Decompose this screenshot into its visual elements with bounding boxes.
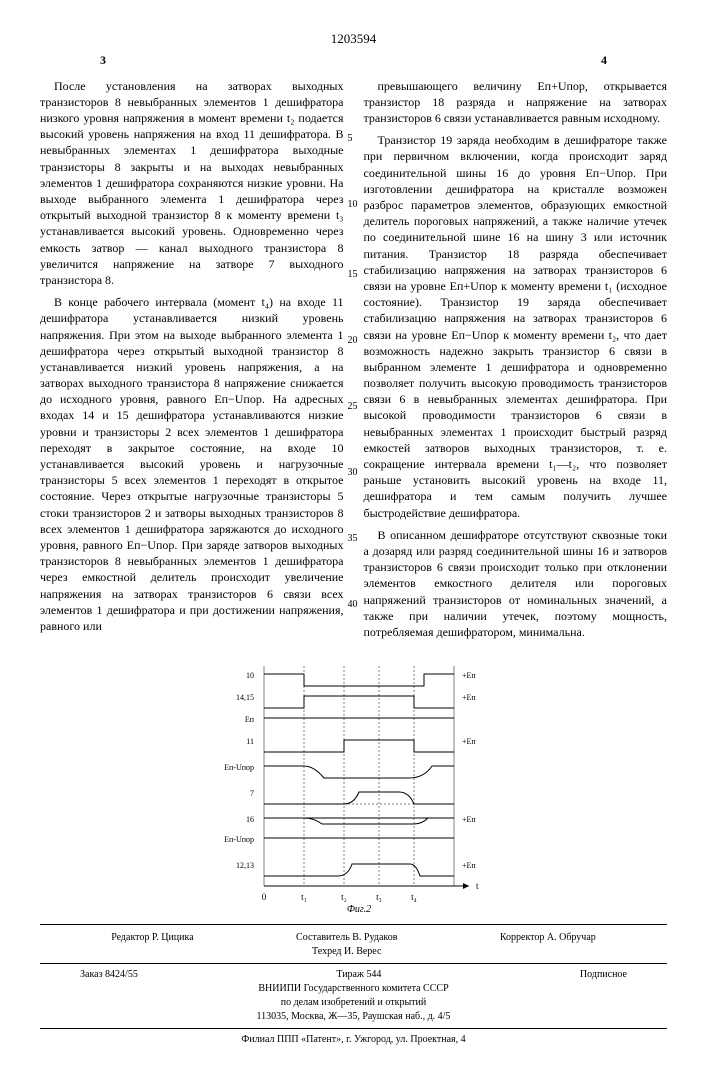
line-marker: 35 [348,532,358,546]
svg-text:t₂: t₂ [341,892,347,902]
svg-text:t₁: t₁ [301,892,307,902]
svg-text:+Еп: +Еп [462,737,476,746]
timing-diagram: 0 t₁ t₂ t₃ t₄ 10 +Еп 14,15 +Еп Еп 11 +Еп Еп-Uпор 7 16 +… [214,656,494,916]
line-marker: 30 [348,466,358,480]
order-num: Заказ 8424/55 [80,968,138,982]
line-marker: 10 [348,198,358,212]
svg-text:Еп: Еп [244,715,254,724]
corrector: Корректор А. Обручар [500,931,596,959]
svg-text:+Еп: +Еп [462,861,476,870]
text-columns: После установления на затворах выходных … [40,78,667,646]
svg-text:0: 0 [261,892,266,902]
svg-text:7: 7 [250,789,254,798]
right-para-3: В описанном дешифраторе отсутствуют скво… [364,527,668,640]
left-para-2: В конце рабочего интервала (момент t₄) н… [40,294,344,634]
publisher-2: по делам изобретений и открытий [40,996,667,1010]
techred: Техред И. Верес [312,946,381,957]
svg-text:t: t [476,881,479,891]
publisher-3: 113035, Москва, Ж—35, Раушская наб., д. … [40,1010,667,1024]
page-num-right: 4 [601,52,607,68]
line-marker: 20 [348,334,358,348]
right-column: 510152025303540 превышающего величину Еп… [364,78,668,646]
svg-text:Фиг.2: Фиг.2 [346,904,370,915]
left-column: После установления на затворах выходных … [40,78,344,646]
document-number: 1203594 [40,30,667,48]
svg-text:10: 10 [246,671,254,680]
svg-text:16: 16 [246,815,254,824]
compiler: Составитель В. Рудаков [296,932,397,943]
svg-text:12,13: 12,13 [236,861,254,870]
svg-text:+Еп: +Еп [462,671,476,680]
svg-text:+Еп: +Еп [462,693,476,702]
page-numbers: 3 4 [40,52,667,68]
editor: Редактор Р. Цицика [111,931,193,959]
line-marker: 25 [348,400,358,414]
right-para-2: Транзистор 19 заряда необходим в дешифра… [364,132,668,521]
page-num-left: 3 [100,52,106,68]
svg-text:t₃: t₃ [376,892,382,902]
figure-2: 0 t₁ t₂ t₃ t₄ 10 +Еп 14,15 +Еп Еп 11 +Еп Еп-Uпор 7 16 +… [214,656,494,916]
colophon-row-2: Заказ 8424/55 Тираж 544 Подписное [40,963,667,982]
svg-text:+Еп: +Еп [462,815,476,824]
line-marker: 40 [348,598,358,612]
subscription: Подписное [580,968,627,982]
svg-text:11: 11 [246,737,254,746]
line-marker: 15 [348,268,358,282]
branch: Филиал ППП «Патент», г. Ужгород, ул. Про… [40,1028,667,1047]
tirazh: Тираж 544 [336,968,381,982]
colophon: Редактор Р. Цицика Составитель В. Рудако… [40,924,667,1047]
left-para-1: После установления на затворах выходных … [40,78,344,288]
publisher-1: ВНИИПИ Государственного комитета СССР [40,982,667,996]
colophon-row-1: Редактор Р. Цицика Составитель В. Рудако… [40,931,667,959]
right-para-1: превышающего величину Еп+Uпор, открывает… [364,78,668,127]
svg-text:Еп-Uпор: Еп-Uпор [224,835,254,844]
line-marker: 5 [348,132,353,146]
svg-text:14,15: 14,15 [236,693,254,702]
svg-text:t₄: t₄ [411,892,417,902]
svg-text:Еп-Uпор: Еп-Uпор [224,763,254,772]
